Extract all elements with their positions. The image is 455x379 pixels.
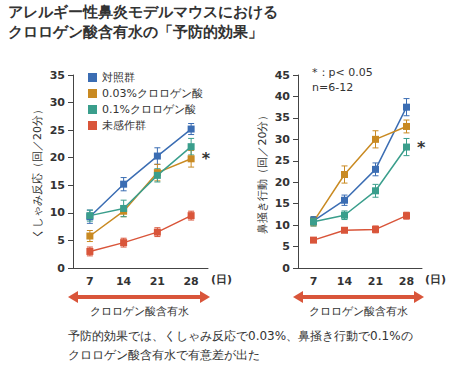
svg-text:28: 28 (399, 275, 414, 288)
svg-text:30: 30 (275, 133, 291, 146)
svg-text:14: 14 (116, 275, 132, 288)
svg-text:*：p< 0.05: *：p< 0.05 (312, 66, 373, 79)
svg-text:30: 30 (50, 96, 66, 109)
svg-text:クロロゲン酸含有水の「予防的効果」: クロロゲン酸含有水の「予防的効果」 (8, 23, 263, 41)
svg-text:くしゃみ反応（回／20分）: くしゃみ反応（回／20分） (31, 104, 44, 239)
svg-text:45: 45 (275, 69, 290, 82)
svg-text:*: * (417, 138, 426, 157)
svg-text:*: * (202, 149, 211, 168)
svg-text:20: 20 (275, 176, 291, 189)
svg-text:対照群: 対照群 (102, 71, 135, 84)
svg-text:20: 20 (50, 151, 66, 164)
svg-text:10: 10 (50, 206, 66, 219)
svg-text:0: 0 (57, 262, 65, 275)
svg-text:25: 25 (50, 124, 65, 137)
svg-text:(日): (日) (425, 273, 446, 286)
svg-text:7: 7 (310, 275, 318, 288)
svg-text:5: 5 (282, 240, 290, 253)
svg-text:クロロゲン酸含有水: クロロゲン酸含有水 (309, 305, 408, 318)
svg-text:(日): (日) (211, 273, 232, 286)
svg-text:21: 21 (150, 275, 165, 288)
svg-text:7: 7 (86, 275, 94, 288)
svg-text:15: 15 (275, 197, 290, 210)
svg-text:5: 5 (57, 234, 65, 247)
svg-text:クロロゲン酸含有水: クロロゲン酸含有水 (90, 305, 189, 318)
svg-text:鼻掻き行動（回／20分）: 鼻掻き行動（回／20分） (256, 110, 269, 234)
svg-text:14: 14 (337, 275, 353, 288)
svg-text:35: 35 (275, 111, 290, 124)
svg-text:21: 21 (368, 275, 383, 288)
svg-text:0: 0 (282, 262, 290, 275)
svg-text:25: 25 (275, 154, 290, 167)
svg-text:予防的効果では、くしゃみ反応で0.03%、鼻掻き行動で0.1: 予防的効果では、くしゃみ反応で0.03%、鼻掻き行動で0.1%の (68, 329, 413, 343)
svg-text:クロロゲン酸含有水で有意差が出た: クロロゲン酸含有水で有意差が出た (68, 348, 260, 362)
svg-text:n=6-12: n=6-12 (312, 81, 353, 94)
svg-text:35: 35 (50, 69, 65, 82)
svg-text:未感作群: 未感作群 (102, 119, 146, 132)
svg-text:15: 15 (50, 179, 65, 192)
svg-text:アレルギー性鼻炎モデルマウスにおける: アレルギー性鼻炎モデルマウスにおける (8, 3, 278, 21)
svg-text:10: 10 (275, 219, 291, 232)
svg-text:28: 28 (183, 275, 198, 288)
svg-text:0.1%クロロゲン酸: 0.1%クロロゲン酸 (102, 103, 196, 116)
svg-text:40: 40 (275, 90, 291, 103)
svg-text:0.03%クロロゲン酸: 0.03%クロロゲン酸 (102, 87, 203, 100)
